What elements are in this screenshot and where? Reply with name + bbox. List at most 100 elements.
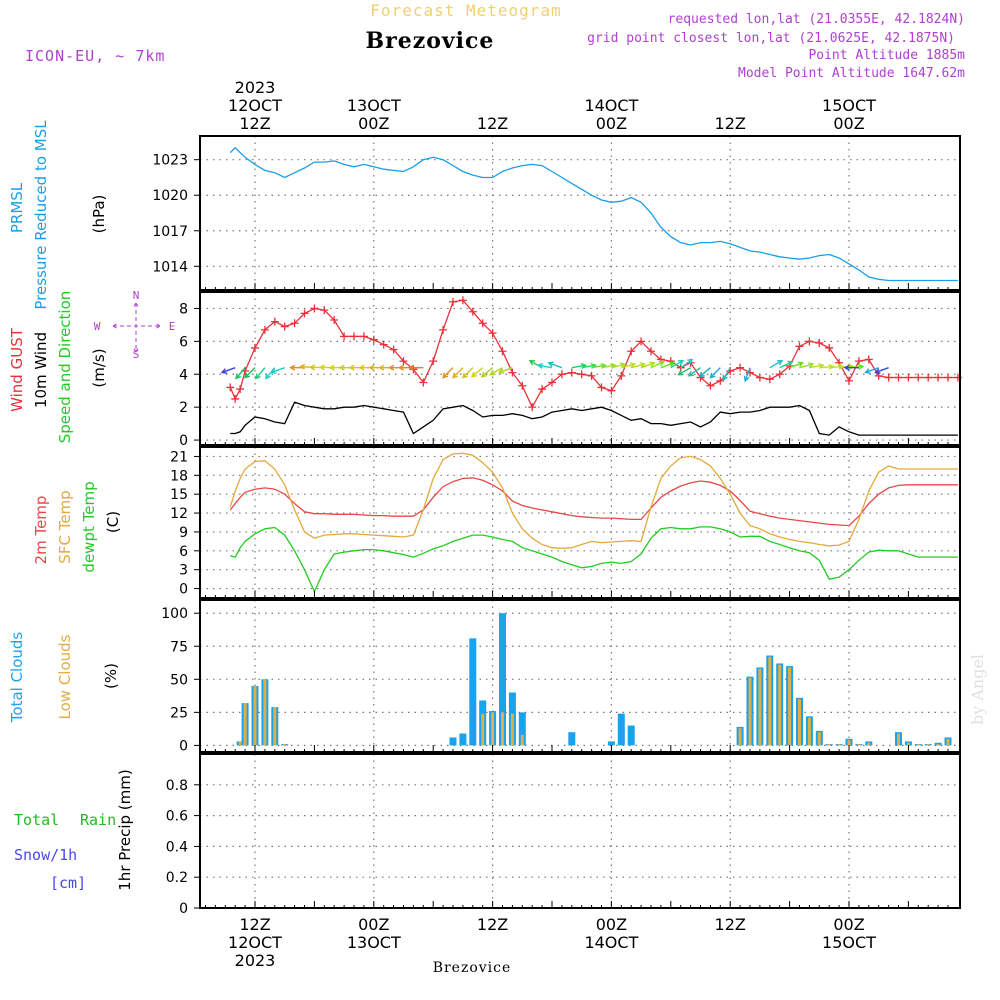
wind-direction-arrow (442, 367, 454, 379)
wind-arrow-head (787, 360, 794, 367)
wind-arrow-head (797, 361, 805, 368)
wind-direction-arrow (809, 364, 824, 369)
wind-arrow-head (838, 363, 845, 370)
y-tick-label: 25 (170, 705, 188, 721)
wind-direction-arrow (631, 363, 645, 369)
low-cloud-bar (916, 744, 920, 746)
series-pressure-line (229, 146, 958, 282)
series-wind-wind-gust (229, 299, 958, 409)
gust-marker (226, 383, 235, 392)
header-info-line-1: requested lon,lat (21.0355E, 42.1824N) (668, 12, 965, 27)
y-tick-label: 21 (170, 449, 188, 465)
low-cloud-bar (510, 713, 514, 746)
bottom-time-label: 2023 (235, 951, 276, 970)
header-info-line-3: Point Altitude 1885m (808, 48, 965, 63)
low-cloud-bar (926, 744, 930, 746)
wind-direction-arrow (490, 367, 503, 376)
panel-frame-wind (199, 291, 961, 446)
wind-label-2: 10m Wind (32, 332, 50, 408)
wind-arrow-head (649, 361, 656, 368)
bottom-time-label: 12OCT (228, 933, 282, 952)
wind-arrow-head (368, 364, 375, 371)
y-tick-label: 50 (170, 672, 188, 688)
wind-arrow-head (442, 372, 449, 379)
wind-arrow-head (254, 373, 261, 380)
low-cloud-bar (520, 734, 524, 746)
low-cloud-bar (798, 699, 801, 746)
y-tick-label: 1023 (152, 153, 188, 169)
wind-arrow-head (397, 364, 405, 371)
wind-arrow-head (864, 368, 871, 374)
low-cloud-bar (273, 707, 277, 746)
wind-direction-arrow (640, 362, 655, 369)
top-time-label: 15OCT (822, 96, 876, 115)
top-time-label: 12Z (477, 114, 508, 133)
gust-marker (914, 373, 923, 382)
low-cloud-bar (906, 742, 910, 746)
gust-marker (270, 317, 279, 326)
wind-arrow-head (698, 371, 705, 378)
low-cloud-bar (238, 741, 242, 746)
y-tick-label: 1020 (152, 188, 188, 204)
total-cloud-bar (449, 737, 457, 746)
bottom-time-label: 13OCT (347, 933, 401, 952)
wind-direction-arrow (462, 367, 474, 379)
wind-arrow-head (722, 374, 728, 382)
y-tick-label: 0.4 (166, 839, 188, 855)
wind-direction-arrow (235, 367, 246, 379)
wind-direction-arrow (699, 367, 711, 378)
wind-arrow-head (629, 362, 637, 369)
low-cloud-bar (758, 668, 762, 746)
wind-label-1: Wind GUST (8, 327, 26, 412)
low-cloud-bar (897, 733, 900, 746)
wind-direction-arrow (799, 363, 814, 369)
y-tick-label: 0 (179, 433, 188, 449)
gust-marker (647, 347, 655, 356)
header-model: ICON-EU, ~ 7km (25, 47, 165, 65)
gust-marker (379, 340, 388, 349)
gust-marker (528, 403, 537, 412)
total-cloud-bar (469, 638, 477, 746)
gust-marker (864, 355, 873, 364)
total-cloud-bar (518, 712, 526, 746)
gust-marker (468, 307, 477, 316)
pressure-label-1: PRMSL (8, 182, 26, 233)
low-cloud-bar (748, 677, 752, 746)
gust-marker (340, 332, 349, 341)
compass-n: N (133, 289, 140, 302)
low-cloud-bar (253, 685, 257, 746)
wind-direction-arrow (538, 364, 553, 369)
wind-arrow-head (220, 368, 228, 374)
y-tick-label: 0 (179, 582, 188, 598)
gust-marker (518, 381, 527, 390)
gust-marker (350, 332, 358, 341)
top-time-label: 12Z (239, 114, 270, 133)
wind-arrow-head (338, 364, 345, 371)
panel-frame-pressure (199, 135, 961, 291)
precip-cm-label: [cm] (50, 874, 86, 892)
series-temperature-sfc-temp (229, 452, 958, 549)
gust-marker (538, 385, 547, 394)
wind-direction-arrow (688, 367, 701, 377)
wind-direction-arrow (591, 364, 606, 369)
total-cloud-bar (459, 733, 467, 746)
gust-marker (597, 383, 606, 392)
y-tick-label: 4 (179, 367, 188, 383)
y-tick-label: 6 (179, 544, 188, 560)
clouds-unit: (%) (102, 663, 120, 689)
top-time-label: 14OCT (584, 96, 638, 115)
low-cloud-bar (857, 744, 861, 746)
compass-w: W (94, 320, 101, 333)
wind-arrow-head (388, 364, 395, 371)
wind-arrow-head (235, 373, 242, 380)
wind-direction-arrow (819, 365, 834, 369)
series-temperature-2m-temp (229, 477, 958, 527)
gust-marker (548, 378, 556, 387)
gust-marker (310, 304, 319, 313)
watermark: by Angel (968, 654, 987, 725)
precip-total-label: Total (14, 811, 59, 829)
wind-arrow-head (807, 362, 815, 369)
wind-direction-arrow (255, 367, 266, 379)
gust-marker (884, 373, 893, 382)
low-cloud-bar (481, 713, 485, 746)
